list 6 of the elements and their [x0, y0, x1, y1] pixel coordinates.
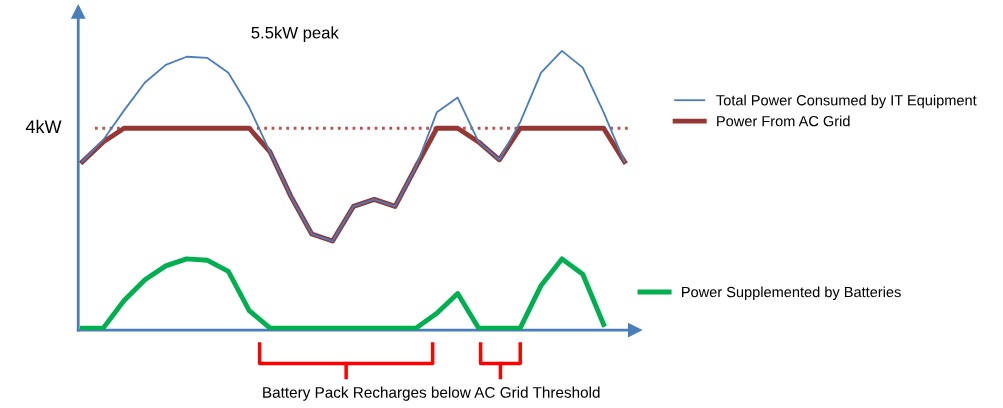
text: Battery Pack Recharges below AC Grid Threshold [263, 386, 600, 401]
legend-label: Total Power Consumed by IT Equipment [716, 94, 977, 109]
legend-label: Power Supplemented by Batteries [682, 286, 901, 301]
legend-label: Power From AC Grid [717, 115, 850, 127]
ref-line-label: 4kW [25, 119, 62, 133]
text: 5.5kW peak [251, 26, 339, 42]
